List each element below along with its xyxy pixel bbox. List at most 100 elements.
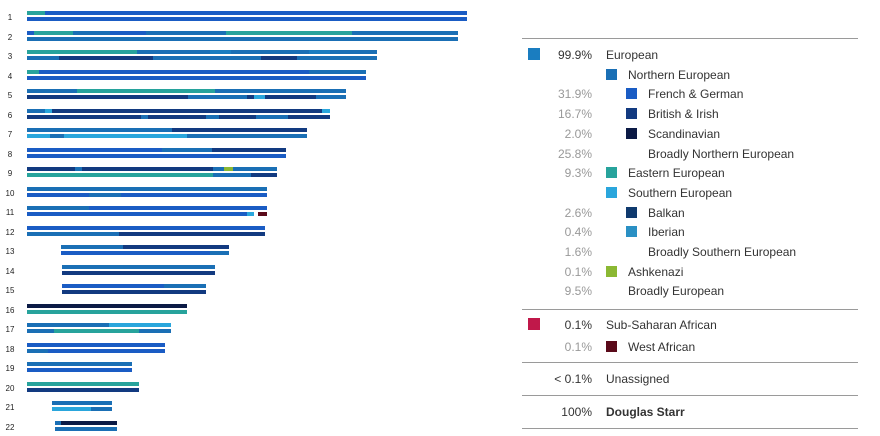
ancestry-segment[interactable] xyxy=(108,323,171,327)
ancestry-segment[interactable] xyxy=(119,231,265,236)
ancestry-segment[interactable] xyxy=(206,114,219,119)
ancestry-segment[interactable] xyxy=(27,95,189,99)
ancestry-segment[interactable] xyxy=(60,420,118,425)
ancestry-segment[interactable] xyxy=(51,401,113,405)
ancestry-segment[interactable] xyxy=(89,192,122,197)
ancestry-segment[interactable] xyxy=(27,17,467,21)
ancestry-segment[interactable] xyxy=(188,95,247,99)
ancestry-segment[interactable] xyxy=(121,192,267,197)
legend-label[interactable]: Douglas Starr xyxy=(606,405,685,419)
ancestry-segment[interactable] xyxy=(27,348,49,353)
ancestry-segment[interactable] xyxy=(296,56,377,60)
ancestry-segment[interactable] xyxy=(27,50,137,54)
ancestry-segment[interactable] xyxy=(39,69,310,74)
legend-label[interactable]: Broadly European xyxy=(628,284,725,299)
ancestry-segment[interactable] xyxy=(309,69,366,74)
legend-label[interactable]: British & Irish xyxy=(648,107,719,122)
ancestry-segment[interactable] xyxy=(55,426,118,431)
ancestry-segment[interactable] xyxy=(27,323,109,327)
ancestry-segment[interactable] xyxy=(27,134,51,138)
ancestry-segment[interactable] xyxy=(27,387,139,392)
ancestry-segment[interactable] xyxy=(140,114,148,119)
ancestry-segment[interactable] xyxy=(62,284,164,288)
legend-label[interactable]: Broadly Northern European xyxy=(648,146,795,161)
ancestry-segment[interactable] xyxy=(27,309,187,314)
legend-label[interactable]: Unassigned xyxy=(606,372,670,386)
ancestry-segment[interactable] xyxy=(213,173,251,177)
ancestry-segment[interactable] xyxy=(27,108,45,113)
legend-label[interactable]: Scandinavian xyxy=(648,126,721,141)
ancestry-segment[interactable] xyxy=(27,381,139,386)
ancestry-segment[interactable] xyxy=(62,264,216,269)
ancestry-segment[interactable] xyxy=(62,290,207,294)
ancestry-segment[interactable] xyxy=(34,30,74,35)
ancestry-segment[interactable] xyxy=(209,50,232,54)
legend-label[interactable]: Eastern European xyxy=(628,166,725,181)
ancestry-segment[interactable] xyxy=(51,108,322,113)
ancestry-segment[interactable] xyxy=(147,114,207,119)
legend-label[interactable]: Ashkenazi xyxy=(628,264,684,279)
ancestry-segment[interactable] xyxy=(264,95,317,99)
ancestry-segment[interactable] xyxy=(27,89,77,93)
ancestry-segment[interactable] xyxy=(223,167,233,171)
legend-label[interactable]: Southern European xyxy=(628,185,733,200)
ancestry-segment[interactable] xyxy=(138,329,171,333)
ancestry-segment[interactable] xyxy=(255,114,288,119)
legend-label[interactable]: Iberian xyxy=(648,225,685,240)
ancestry-segment[interactable] xyxy=(215,89,347,93)
ancestry-segment[interactable] xyxy=(90,407,113,411)
ancestry-segment[interactable] xyxy=(137,50,210,54)
ancestry-segment[interactable] xyxy=(172,128,308,132)
ancestry-segment[interactable] xyxy=(231,50,310,54)
ancestry-segment[interactable] xyxy=(27,56,59,60)
ancestry-segment[interactable] xyxy=(27,114,141,119)
ancestry-segment[interactable] xyxy=(309,50,331,54)
ancestry-segment[interactable] xyxy=(27,212,247,216)
ancestry-segment[interactable] xyxy=(27,147,162,152)
ancestry-segment[interactable] xyxy=(73,30,111,35)
ancestry-segment[interactable] xyxy=(316,95,347,99)
ancestry-segment[interactable] xyxy=(163,284,207,288)
ancestry-segment[interactable] xyxy=(145,30,226,35)
legend-label[interactable]: Balkan xyxy=(648,205,685,220)
ancestry-segment[interactable] xyxy=(44,108,52,113)
ancestry-segment[interactable] xyxy=(27,192,90,197)
ancestry-segment[interactable] xyxy=(74,167,82,171)
ancestry-segment[interactable] xyxy=(27,362,132,366)
legend-label[interactable]: West African xyxy=(628,340,696,354)
ancestry-segment[interactable] xyxy=(50,134,65,138)
legend-label[interactable]: European xyxy=(606,48,659,62)
ancestry-segment[interactable] xyxy=(209,251,230,255)
ancestry-segment[interactable] xyxy=(27,11,45,15)
ancestry-segment[interactable] xyxy=(27,75,366,80)
ancestry-segment[interactable] xyxy=(261,56,278,60)
ancestry-segment[interactable] xyxy=(213,167,224,171)
ancestry-segment[interactable] xyxy=(110,30,146,35)
legend-label[interactable]: French & German xyxy=(648,87,744,102)
ancestry-segment[interactable] xyxy=(225,30,352,35)
ancestry-segment[interactable] xyxy=(247,212,255,216)
ancestry-segment[interactable] xyxy=(27,36,459,41)
ancestry-segment[interactable] xyxy=(27,186,267,191)
ancestry-segment[interactable] xyxy=(27,342,166,347)
ancestry-segment[interactable] xyxy=(55,420,61,425)
ancestry-segment[interactable] xyxy=(27,173,214,177)
ancestry-segment[interactable] xyxy=(211,147,287,152)
ancestry-segment[interactable] xyxy=(76,89,216,93)
ancestry-segment[interactable] xyxy=(64,134,187,138)
legend-label[interactable]: Sub-Saharan African xyxy=(606,318,717,332)
ancestry-segment[interactable] xyxy=(277,56,297,60)
ancestry-segment[interactable] xyxy=(51,407,91,411)
ancestry-segment[interactable] xyxy=(27,153,287,158)
ancestry-segment[interactable] xyxy=(27,368,132,372)
ancestry-segment[interactable] xyxy=(27,30,35,35)
ancestry-segment[interactable] xyxy=(247,95,255,99)
ancestry-segment[interactable] xyxy=(186,134,308,138)
ancestry-segment[interactable] xyxy=(27,69,40,74)
ancestry-segment[interactable] xyxy=(27,206,90,210)
ancestry-segment[interactable] xyxy=(48,348,166,353)
ancestry-segment[interactable] xyxy=(27,303,187,308)
ancestry-segment[interactable] xyxy=(321,108,331,113)
ancestry-segment[interactable] xyxy=(82,167,214,171)
ancestry-segment[interactable] xyxy=(330,50,377,54)
